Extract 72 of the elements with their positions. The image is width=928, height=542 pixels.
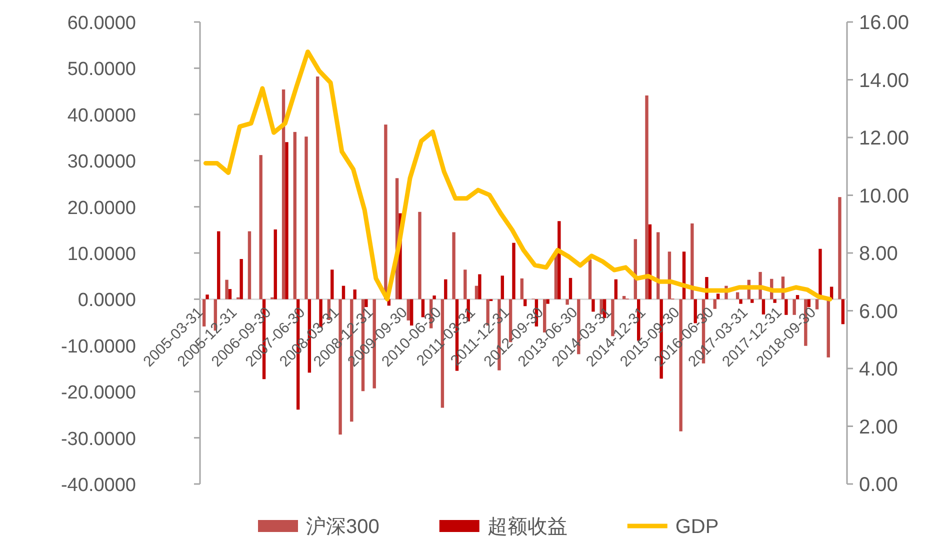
bar [474, 286, 478, 300]
bar [716, 294, 720, 300]
y2-tick-label: 0.00 [859, 474, 898, 496]
bar [478, 274, 482, 300]
bar [713, 299, 716, 309]
bar [512, 242, 516, 300]
y-tick-label: -30.0000 [60, 428, 136, 450]
bar [444, 279, 448, 300]
y2-tick-label: 2.00 [859, 416, 898, 438]
y2-tick-label: 16.00 [859, 12, 910, 34]
y-tick-label: 20.0000 [67, 198, 136, 219]
y2-tick-label: 6.00 [859, 300, 898, 323]
bar [384, 124, 388, 300]
line-series [203, 49, 832, 302]
y-tick-label: 0.0000 [78, 290, 136, 312]
bar [282, 89, 286, 300]
bar [240, 259, 243, 300]
bar [739, 299, 742, 304]
bar [464, 270, 467, 300]
y-tick-label: -20.0000 [60, 382, 136, 404]
bar [841, 299, 845, 324]
bar [285, 142, 288, 300]
y-tick-label: 30.0000 [67, 152, 136, 173]
y-tick-label: 40.0000 [67, 105, 136, 126]
bar [588, 259, 592, 300]
bar [614, 279, 618, 300]
y-tick-label: 60.0000 [67, 13, 136, 34]
bar [807, 299, 810, 308]
y2-tick-label: 10.00 [859, 185, 910, 208]
y-tick-label: 50.0000 [67, 59, 136, 80]
bar [826, 299, 830, 358]
bar [452, 232, 456, 300]
bar [225, 280, 228, 300]
bar [773, 299, 776, 303]
bar [342, 286, 346, 300]
bar [690, 223, 694, 300]
bar [274, 229, 277, 300]
bar [217, 231, 220, 300]
bar [568, 278, 572, 300]
bar [248, 231, 252, 300]
y2-tick-label: 4.00 [859, 358, 898, 380]
legend-label: 超额收益 [487, 516, 568, 538]
y-tick-label: 10.0000 [67, 244, 136, 265]
y2-tick-label: 12.00 [859, 128, 910, 150]
bar [500, 276, 504, 300]
y2-tick-label: 8.00 [859, 243, 898, 265]
bar [524, 299, 527, 306]
bar [228, 289, 232, 300]
bar [364, 299, 368, 308]
bar [418, 212, 422, 300]
legend-label: GDP [675, 516, 719, 538]
y2-tick-label: 14.00 [859, 70, 910, 92]
bar [206, 294, 209, 300]
bar [645, 95, 648, 300]
bar [750, 299, 754, 303]
bar [815, 299, 819, 310]
bar [330, 270, 334, 300]
bar [293, 132, 296, 300]
bar [558, 221, 561, 300]
bar [566, 299, 569, 305]
legend-label: 沪深300 [306, 515, 380, 538]
bar [546, 299, 550, 304]
bar [304, 136, 308, 300]
bar [838, 197, 842, 300]
bar [316, 76, 320, 300]
bar [432, 296, 436, 300]
y-tick-label: -10.0000 [60, 336, 136, 358]
bar [353, 290, 356, 300]
bar [259, 155, 262, 300]
bar [796, 295, 800, 300]
y-tick-label: -40.0000 [60, 475, 136, 496]
bar [520, 278, 524, 300]
